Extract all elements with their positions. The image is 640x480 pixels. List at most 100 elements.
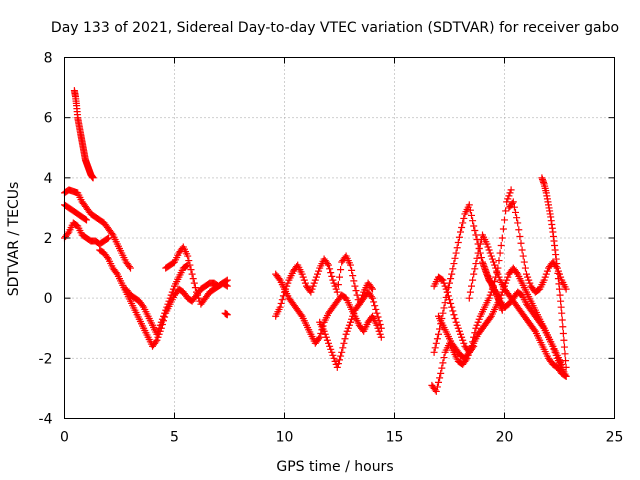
data-point [323,260,331,268]
data-point [521,264,529,272]
data-point [450,260,458,268]
data-point [185,257,193,265]
data-point [498,234,506,242]
data-point [557,297,565,305]
data-point [472,324,480,332]
data-point [439,309,447,317]
data-point [377,333,385,341]
y-tick-labels: -4 -2 0 2 4 6 8 [39,51,53,428]
data-point [347,318,354,326]
data-point [320,327,328,335]
data-point [483,240,491,248]
data-point [433,335,441,343]
data-point [451,314,459,322]
data-point [350,277,358,285]
data-point [325,261,332,269]
data-point [338,348,346,356]
data-point [326,265,334,273]
data-point [432,387,440,395]
data-point [278,296,286,304]
data-point [186,261,194,269]
data-point [466,206,474,214]
data-point [502,207,510,215]
data-point [377,324,385,332]
x-tick-label: 25 [606,430,624,446]
data-point [333,288,341,296]
data-point [341,335,349,343]
data-point [193,288,200,296]
data-point [156,321,164,329]
data-point [103,254,111,262]
data-point [345,321,353,329]
data-point [444,292,452,300]
y-tick-label: 6 [44,111,53,127]
data-point [492,264,500,272]
data-point [369,294,376,302]
data-point [371,302,379,310]
data-point [83,216,90,224]
data-point [498,306,506,314]
data-point [499,225,507,233]
data-point [307,288,315,296]
data-point [153,336,161,344]
data-point [310,279,318,287]
data-point [556,285,563,293]
series-arc16 [538,174,570,371]
data-point [452,318,460,326]
data-point [458,333,466,341]
data-point [436,325,444,333]
y-tick-label: 8 [44,51,53,67]
data-point [223,311,231,319]
data-point [518,246,526,254]
data-point [504,195,512,203]
data-point [504,273,512,281]
x-tick-label: 20 [496,430,514,446]
data-point [282,285,290,293]
data-point [448,270,456,278]
data-point [166,294,174,302]
data-point [454,324,462,332]
data-point [352,287,360,295]
data-point [525,276,533,284]
series-arc7 [162,243,231,308]
chart-title: Day 133 of 2021, Sidereal Day-to-day VTE… [51,20,619,36]
data-point [337,266,345,274]
data-point [375,317,383,325]
data-point [523,270,530,278]
data-point [312,273,320,281]
data-point [298,270,306,278]
data-point [542,270,550,278]
data-point [515,226,523,234]
data-point [161,309,169,317]
data-point [506,189,514,197]
data-point [465,294,473,302]
data-point [513,214,521,222]
data-point [450,311,458,319]
data-point [519,252,527,260]
data-point [470,342,478,350]
data-point [495,273,503,281]
data-point [169,285,177,293]
data-point [502,279,510,287]
data-point [323,336,331,344]
data-point [158,315,166,323]
y-tick-label: 0 [44,291,53,307]
series-arc15 [505,198,570,296]
data-point [165,297,173,305]
data-point [191,284,199,292]
data-point [376,320,384,328]
data-point [562,357,570,365]
data-point [438,364,446,372]
data-point [315,267,323,275]
data-point [449,307,457,315]
data-point [431,344,439,352]
data-point [336,273,343,281]
data-point [514,219,522,227]
data-point [469,344,477,352]
data-point [457,330,464,338]
data-point [108,229,116,237]
data-point [299,273,307,281]
series-arc4 [70,87,97,182]
series-arc10 [316,288,385,371]
